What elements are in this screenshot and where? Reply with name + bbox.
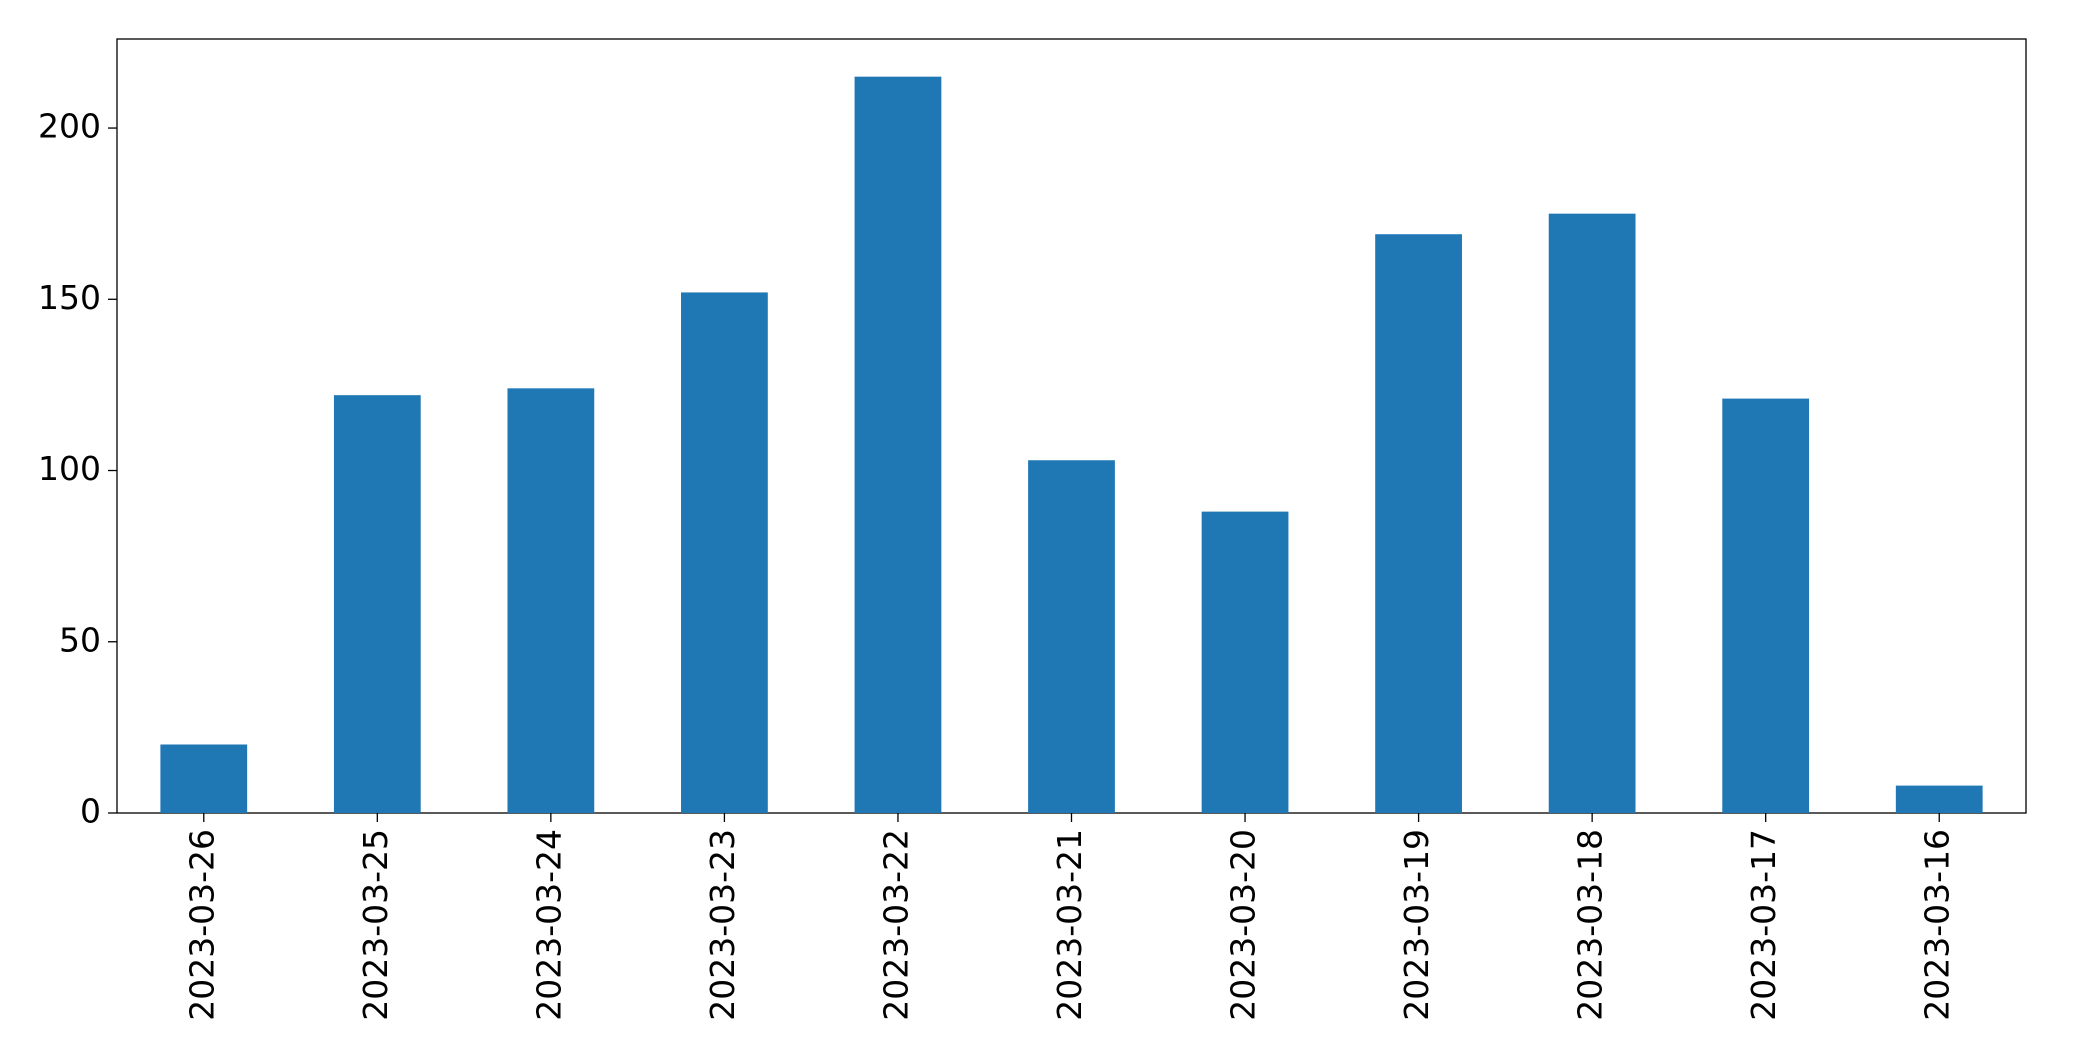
- x-tick-label: 2023-03-25: [356, 829, 395, 1021]
- bar: [1895, 785, 1983, 813]
- x-tick-label: 2023-03-23: [703, 829, 742, 1021]
- bar: [1028, 460, 1115, 813]
- y-tick-label: 100: [38, 449, 101, 488]
- x-tick-label: 2023-03-16: [1918, 829, 1957, 1021]
- x-tick-label: 2023-03-22: [876, 829, 915, 1021]
- y-tick-label: 0: [80, 792, 101, 831]
- x-tick-label: 2023-03-20: [1224, 829, 1263, 1021]
- y-tick-label: 150: [38, 278, 101, 317]
- x-tick-label: 2023-03-24: [529, 829, 568, 1021]
- bar: [160, 744, 248, 813]
- bar: [1201, 511, 1289, 813]
- bar: [507, 388, 595, 813]
- bar: [1375, 234, 1462, 813]
- x-tick-label: 2023-03-19: [1397, 829, 1436, 1021]
- bar: [1548, 213, 1636, 814]
- bar: [1722, 398, 1810, 813]
- x-tick-label: 2023-03-21: [1050, 829, 1089, 1021]
- x-tick-label: 2023-03-17: [1744, 829, 1783, 1021]
- bar: [681, 292, 768, 814]
- x-tick-label: 2023-03-18: [1571, 829, 1610, 1021]
- y-tick-label: 200: [38, 107, 101, 146]
- y-tick-label: 50: [59, 620, 101, 659]
- bar: [333, 395, 421, 813]
- bar: [854, 76, 942, 814]
- x-tick-label: 2023-03-26: [182, 829, 221, 1021]
